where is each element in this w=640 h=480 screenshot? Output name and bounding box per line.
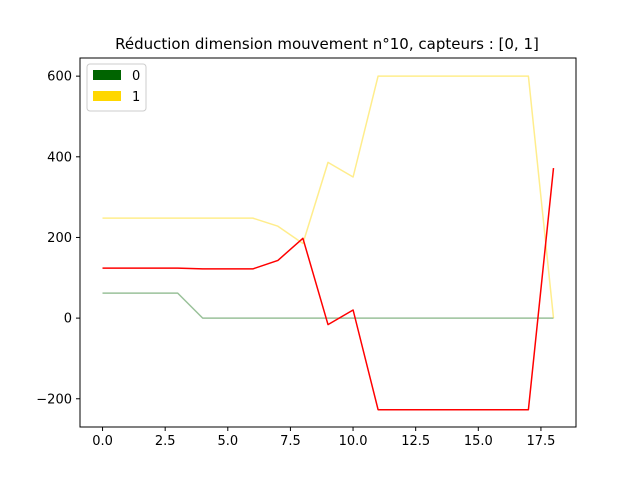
y-tick-label: −200 <box>36 392 72 407</box>
y-axis-ticks: −200 0 200 400 600 <box>36 70 80 407</box>
x-tick-label: 12.5 <box>401 434 430 449</box>
x-tick-label: 7.5 <box>280 434 301 449</box>
x-tick-label: 10.0 <box>339 434 368 449</box>
y-tick-label: 0 <box>64 312 72 327</box>
y-tick-label: 400 <box>47 150 72 165</box>
x-tick-label: 2.5 <box>155 434 176 449</box>
plot-area-frame <box>79 57 577 428</box>
legend: 0 1 <box>86 63 147 112</box>
y-tick-label: 200 <box>47 231 72 246</box>
x-tick-label: 17.5 <box>526 434 555 449</box>
x-tick-label: 15.0 <box>464 434 493 449</box>
series-line-0 <box>102 292 554 319</box>
x-tick-label: 0.0 <box>92 434 113 449</box>
legend-swatch-1 <box>93 91 121 101</box>
x-tick-label: 5.0 <box>217 434 238 449</box>
x-axis-ticks: 0.0 2.5 5.0 7.5 10.0 12.5 15.0 17.5 <box>92 427 555 449</box>
legend-label-1: 1 <box>132 90 140 105</box>
series-line-2 <box>102 168 555 411</box>
legend-swatch-0 <box>93 70 121 80</box>
chart-title: Réduction dimension mouvement n°10, capt… <box>115 35 539 53</box>
y-tick-label: 600 <box>47 70 72 85</box>
series-line-1 <box>102 75 555 319</box>
legend-label-0: 0 <box>132 69 140 84</box>
series-layer <box>102 75 555 411</box>
